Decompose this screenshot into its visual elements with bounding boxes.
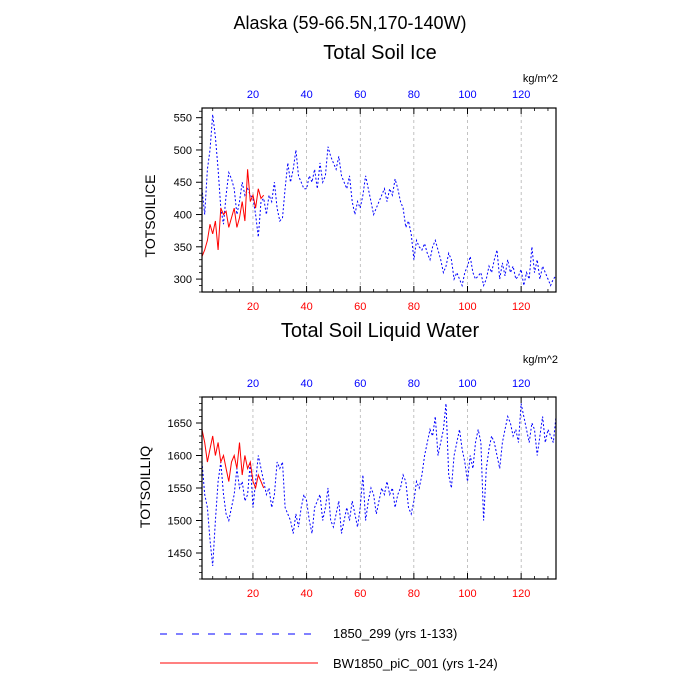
x-tick-label-bottom: 120 [512,588,530,600]
units-label: kg/m^2 [523,73,558,85]
x-tick-label-top: 20 [247,89,259,101]
x-tick-label-top: 80 [408,89,420,101]
legend-label-base: 1850_299 (yrs 1-133) [333,626,457,641]
x-tick-label-bottom: 100 [458,588,476,600]
y-tick-label: 1600 [168,451,192,463]
y-axis-label: TOTSOILLIQ [137,446,153,528]
x-tick-label-bottom: 80 [408,588,420,600]
y-tick-label: 1550 [168,483,192,495]
x-tick-label-top: 40 [300,89,312,101]
units-label: kg/m^2 [523,354,558,366]
y-tick-label: 1650 [168,418,192,430]
series-line-exp [201,429,265,490]
x-tick-label-bottom: 20 [247,588,259,600]
y-tick-label: 400 [174,210,192,222]
y-tick-label: 550 [174,113,192,125]
x-tick-label-top: 60 [354,378,366,390]
legend: 1850_299 (yrs 1-133) BW1850_piC_001 (yrs… [160,626,498,671]
panel-title: Total Soil Liquid Water [281,320,480,342]
y-tick-label: 1450 [168,548,192,560]
x-tick-label-bottom: 20 [247,301,259,313]
series-line-exp [201,169,265,257]
x-tick-label-top: 60 [354,89,366,101]
x-tick-label-top: 80 [408,378,420,390]
legend-label-exp: BW1850_piC_001 (yrs 1-24) [333,656,498,671]
x-tick-label-top: 100 [458,89,476,101]
panel-title: Total Soil Ice [323,42,436,64]
x-tick-label-top: 20 [247,378,259,390]
x-tick-label-bottom: 120 [512,301,530,313]
panel-total-soil-ice: Total Soil Ice kg/m^2 TOTSOILICE 20 20 40 4… [142,42,558,313]
x-tick-label-bottom: 40 [300,301,312,313]
x-tick-label-bottom: 80 [408,301,420,313]
x-tick-label-top: 120 [512,89,530,101]
panel-total-soil-liquid-water: Total Soil Liquid Water kg/m^2 TOTSOILLI… [137,320,558,600]
series-line-base [201,114,557,288]
x-tick-label-bottom: 60 [354,588,366,600]
plot-frame [201,396,557,580]
y-axis-label: TOTSOILICE [142,175,158,258]
y-tick-label: 450 [174,177,192,189]
x-tick-label-top: 120 [512,378,530,390]
x-tick-label-top: 40 [300,378,312,390]
x-tick-label-bottom: 60 [354,301,366,313]
y-tick-label: 1500 [168,516,192,528]
x-tick-label-bottom: 100 [458,301,476,313]
y-tick-label: 350 [174,242,192,254]
x-tick-label-top: 100 [458,378,476,390]
y-tick-label: 500 [174,145,192,157]
series-line-base [201,403,557,567]
y-tick-label: 300 [174,274,192,286]
figure-suptitle: Alaska (59-66.5N,170-140W) [233,13,466,33]
plot-frame [201,107,557,293]
x-tick-label-bottom: 40 [300,588,312,600]
